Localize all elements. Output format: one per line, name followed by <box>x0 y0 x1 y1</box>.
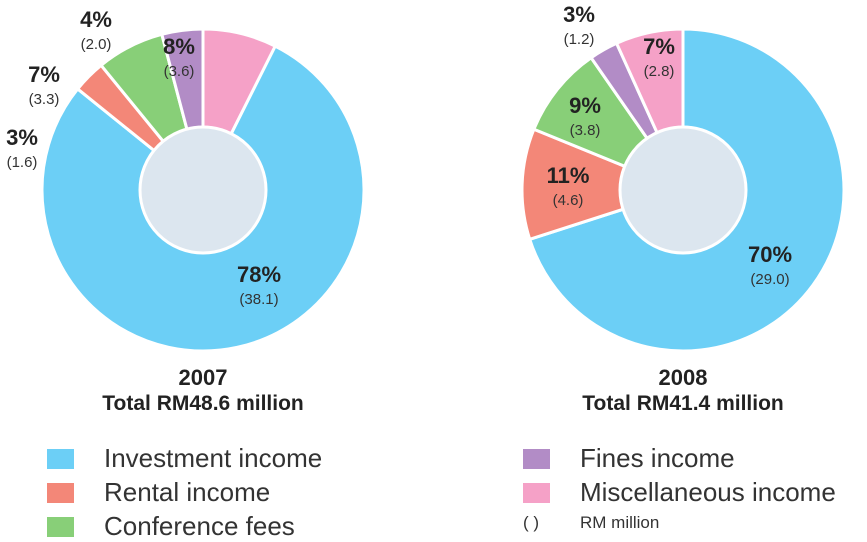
label-amount-2008-misc: (2.8) <box>644 63 675 80</box>
legend-swatch-rental <box>47 482 74 503</box>
chart-total-2007: Total RM48.6 million <box>102 392 303 415</box>
legend-item-rental: Rental income <box>47 477 270 508</box>
unit-note-label: RM million <box>580 513 660 532</box>
slice-2008-rental <box>520 127 685 241</box>
donut-hole-2008 <box>618 125 748 255</box>
label-percent-2008-misc: 7% <box>643 34 675 59</box>
unit-note: ( ) RM million <box>523 513 659 533</box>
label-percent-2007-fines: 4% <box>80 7 112 32</box>
legend-label-rental: Rental income <box>104 477 271 507</box>
legend-item-misc: Miscellaneous income <box>523 477 836 508</box>
legend-swatch-conference <box>47 516 74 537</box>
label-percent-2007-misc: 8% <box>163 34 195 59</box>
label-percent-2007-rental: 3% <box>6 125 38 150</box>
legend-label-investment: Investment income <box>104 443 323 473</box>
label-amount-2008-investment: (29.0) <box>750 271 789 288</box>
label-amount-2008-fines: (1.2) <box>564 31 595 48</box>
chart-year-2008: 2008 <box>659 365 708 390</box>
label-percent-2008-investment: 70% <box>748 242 792 267</box>
legend-swatch-misc <box>523 482 550 503</box>
unit-note-symbol: ( ) <box>523 513 540 532</box>
legend-label-misc: Miscellaneous income <box>580 477 836 507</box>
label-amount-2007-fines: (2.0) <box>81 36 112 53</box>
chart-total-2008: Total RM41.4 million <box>582 392 783 415</box>
label-amount-2007-rental: (1.6) <box>7 154 38 171</box>
legend-label-conference: Conference fees <box>104 511 295 541</box>
chart-year-2007: 2007 <box>179 365 228 390</box>
label-percent-2007-investment: 78% <box>237 262 281 287</box>
label-amount-2008-conference: (3.8) <box>570 122 601 139</box>
legend-item-conference: Conference fees <box>47 511 295 542</box>
legend-swatch-fines <box>523 448 550 469</box>
label-percent-2008-fines: 3% <box>563 2 595 27</box>
legend-swatch-investment <box>47 448 74 469</box>
legend-item-investment: Investment income <box>47 443 322 474</box>
label-amount-2007-conference: (3.3) <box>29 91 60 108</box>
label-amount-2007-investment: (38.1) <box>239 291 278 308</box>
donut-hole-2007 <box>138 125 268 255</box>
label-percent-2007-conference: 7% <box>28 62 60 87</box>
label-amount-2008-rental: (4.6) <box>553 192 584 209</box>
label-percent-2008-rental: 11% <box>547 163 590 188</box>
legend-item-fines: Fines income <box>523 443 735 474</box>
label-amount-2007-misc: (3.6) <box>164 63 195 80</box>
label-percent-2008-conference: 9% <box>569 93 601 118</box>
pie-charts: 8% (3.6) 78% (38.1) 3% (1.6) 7% (3.3) 4% (2.0) 200… <box>6 2 846 415</box>
legend-label-fines: Fines income <box>580 443 735 473</box>
